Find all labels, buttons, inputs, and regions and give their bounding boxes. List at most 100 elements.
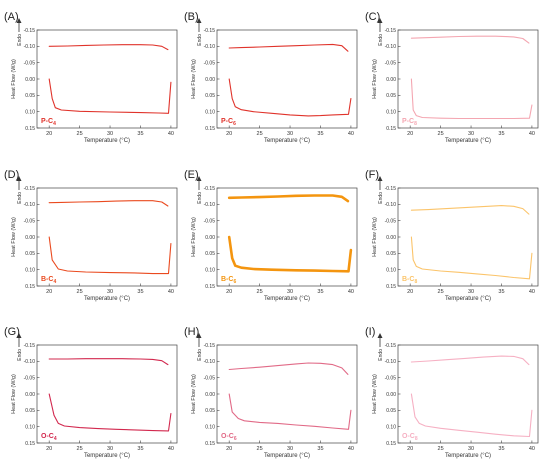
y-axis-label: Heat Flow (W/g) — [11, 217, 17, 257]
endo-arrowhead — [377, 333, 383, 338]
sample-label-subscript: 8 — [414, 121, 417, 127]
panel-c: (C) Endo Heat Flow (W/g) -0.15 -0.10 -0.05 0.0… — [365, 11, 539, 144]
endo-label: Endo — [17, 34, 23, 46]
dsc-curve-heating — [410, 205, 530, 215]
x-tick-label: 25 — [438, 289, 444, 295]
y-tick-label: 0.15 — [25, 126, 35, 132]
x-tick-label: 35 — [498, 131, 504, 137]
y-tick-label: -0.10 — [24, 44, 36, 50]
sample-label: O-C4 — [41, 433, 57, 442]
endo-arrowhead — [16, 176, 22, 181]
y-tick-label: -0.15 — [385, 343, 397, 349]
dsc-curve-heating — [410, 35, 530, 44]
x-tick-label: 40 — [168, 131, 174, 137]
x-tick-label: 25 — [257, 446, 263, 452]
x-tick-label: 20 — [226, 446, 232, 452]
y-tick-label: -0.05 — [385, 60, 397, 66]
x-tick-label: 40 — [529, 446, 535, 452]
endo-label: Endo — [197, 349, 203, 361]
y-tick-label: 0.05 — [25, 93, 35, 99]
x-tick-label: 30 — [468, 289, 474, 295]
dsc-curve-cooling — [48, 236, 172, 275]
x-tick-label: 35 — [317, 446, 323, 452]
endo-label: Endo — [378, 34, 384, 46]
sample-label-subscript: 8 — [415, 436, 418, 442]
panel-b: (B) Endo Heat Flow (W/g) -0.15 -0.10 -0.05 0.0… — [184, 11, 358, 144]
x-tick-label: 30 — [468, 131, 474, 137]
endo-arrowhead — [377, 176, 383, 181]
x-tick-label: 25 — [438, 131, 444, 137]
x-tick-label: 25 — [257, 131, 263, 137]
x-axis-label: Temperature (°C) — [84, 296, 130, 302]
sample-label-main: P-C — [41, 118, 53, 125]
y-axis-label: Heat Flow (W/g) — [191, 374, 197, 414]
x-axis-label: Temperature (°C) — [445, 453, 491, 459]
sample-label: B-C6 — [221, 276, 236, 285]
y-tick-label: -0.10 — [24, 359, 36, 365]
y-tick-label: -0.10 — [385, 44, 397, 50]
panel-letter: (F) — [365, 169, 379, 181]
y-tick-label: 0.10 — [25, 109, 35, 115]
x-tick-label: 35 — [317, 289, 323, 295]
y-tick-label: -0.15 — [204, 186, 216, 192]
x-tick-label: 25 — [438, 446, 444, 452]
y-tick-label: -0.15 — [24, 28, 36, 34]
endo-label: Endo — [378, 192, 384, 204]
y-tick-label: -0.05 — [24, 60, 36, 66]
panel-letter: (E) — [184, 169, 199, 181]
x-tick-label: 30 — [468, 446, 474, 452]
sample-label-subscript: 6 — [233, 121, 236, 127]
y-tick-label: 0.10 — [205, 109, 215, 115]
sample-label: P-C8 — [402, 118, 417, 127]
y-axis-label: Heat Flow (W/g) — [372, 374, 378, 414]
x-tick-label: 20 — [46, 131, 52, 137]
endo-label: Endo — [17, 192, 23, 204]
dsc-curve-cooling — [410, 393, 533, 438]
x-tick-label: 25 — [77, 289, 83, 295]
panel-letter: (D) — [4, 169, 19, 181]
x-tick-label: 35 — [137, 289, 143, 295]
y-tick-label: 0.05 — [25, 251, 35, 257]
x-tick-label: 40 — [529, 289, 535, 295]
y-tick-label: -0.15 — [385, 28, 397, 34]
endo-label: Endo — [378, 349, 384, 361]
y-axis-label: Heat Flow (W/g) — [11, 59, 17, 99]
dsc-curve-cooling — [228, 78, 352, 117]
sample-label-main: B-C — [221, 276, 233, 283]
y-tick-label: -0.10 — [385, 359, 397, 365]
y-tick-label: -0.10 — [204, 44, 216, 50]
sample-label-subscript: 4 — [53, 121, 56, 127]
y-tick-label: 0.15 — [25, 284, 35, 290]
y-tick-label: 0.00 — [205, 392, 215, 398]
dsc-curve-heating — [48, 358, 169, 366]
panel-f: (F) Endo Heat Flow (W/g) -0.15 -0.10 -0.05 0.0… — [365, 169, 539, 302]
y-axis-label: Heat Flow (W/g) — [372, 217, 378, 257]
sample-label-main: O-C — [41, 433, 54, 440]
x-tick-label: 20 — [407, 446, 413, 452]
sample-label-subscript: 6 — [234, 436, 237, 442]
x-tick-label: 30 — [287, 446, 293, 452]
y-tick-label: 0.05 — [386, 251, 396, 257]
sample-label-subscript: 6 — [233, 279, 236, 285]
x-axis-label: Temperature (°C) — [445, 138, 491, 144]
y-tick-label: -0.15 — [385, 186, 397, 192]
dsc-curve-cooling — [228, 393, 352, 430]
endo-label: Endo — [197, 34, 203, 46]
dsc-curve-cooling — [48, 393, 172, 432]
y-tick-label: 0.05 — [205, 408, 215, 414]
endo-label: Endo — [17, 349, 23, 361]
sample-label: P-C6 — [221, 118, 236, 127]
y-tick-label: 0.15 — [205, 126, 215, 132]
y-tick-label: 0.00 — [25, 235, 35, 241]
dsc-curve-heating — [48, 44, 169, 51]
y-tick-label: 0.05 — [205, 93, 215, 99]
panel-letter: (G) — [4, 326, 20, 338]
y-tick-label: 0.10 — [25, 267, 35, 273]
x-tick-label: 40 — [529, 131, 535, 137]
x-tick-label: 40 — [348, 131, 354, 137]
y-tick-label: -0.10 — [385, 202, 397, 208]
sample-label-main: B-C — [41, 276, 53, 283]
x-tick-label: 30 — [287, 131, 293, 137]
sample-label: B-C8 — [402, 276, 417, 285]
